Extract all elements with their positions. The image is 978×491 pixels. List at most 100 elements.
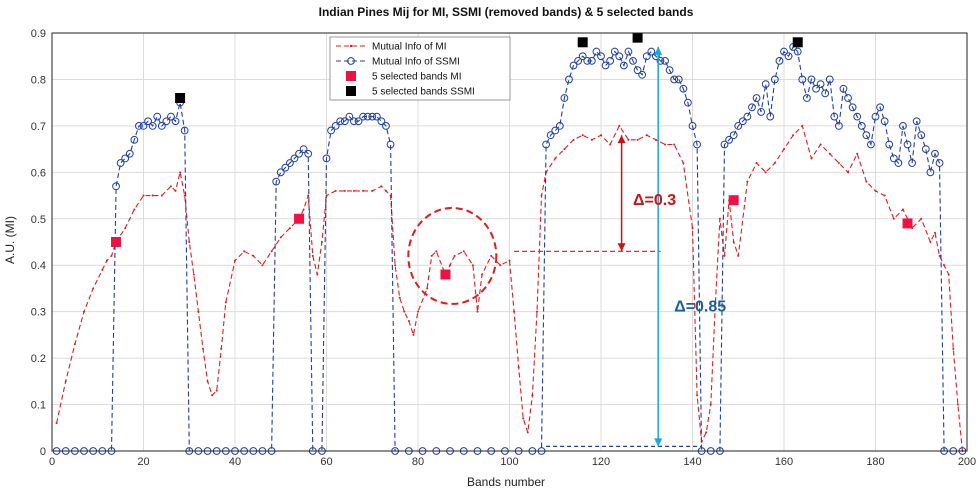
mi-point xyxy=(211,394,214,397)
ssmi-point xyxy=(921,145,930,154)
ssmi-point xyxy=(606,56,615,65)
mi-point xyxy=(234,259,236,262)
ssmi-point xyxy=(775,56,784,65)
x-axis-label: Bands number xyxy=(467,475,545,489)
mi-point xyxy=(522,417,525,420)
mi-point xyxy=(311,254,314,257)
ssmi-point xyxy=(912,117,921,126)
ssmi-point xyxy=(555,121,564,130)
chart-title: Indian Pines Mij for MI, SSMI (removed b… xyxy=(319,5,694,19)
mi-point xyxy=(201,347,204,350)
ssmi-point xyxy=(821,89,830,98)
mi-point xyxy=(261,264,264,267)
mi-point xyxy=(600,134,602,137)
mi-point xyxy=(449,264,452,267)
mi-point xyxy=(943,264,946,267)
mi-point xyxy=(526,431,529,434)
y-tick-label: 0.6 xyxy=(31,167,46,179)
x-tick-label: 0 xyxy=(49,456,55,468)
x-ticks: 0 20 40 60 80 100 120 140 160 180 200 xyxy=(49,456,976,468)
ssmi-point xyxy=(871,112,880,121)
mi-point xyxy=(755,162,758,165)
ssmi-point xyxy=(382,121,390,130)
mi-point xyxy=(938,254,941,257)
mi-point xyxy=(929,241,932,243)
mi-point xyxy=(810,157,813,160)
mi-point xyxy=(718,217,721,220)
mi-point xyxy=(188,241,191,243)
ssmi-point xyxy=(359,112,368,121)
delta-annotation: Δ=0.3 xyxy=(633,192,676,209)
x-tick-label: 140 xyxy=(683,456,701,468)
mi-point xyxy=(220,347,223,350)
mi-point xyxy=(334,189,337,192)
mi-point xyxy=(105,259,108,262)
series-mutual-info-of-mi-line xyxy=(56,124,963,452)
mi-point xyxy=(206,380,209,383)
ssmi-point xyxy=(162,117,171,126)
mi-point xyxy=(343,189,346,192)
mi-point xyxy=(403,310,406,313)
ssmi-point xyxy=(377,117,386,126)
ssmi-point xyxy=(295,149,303,158)
selected-band-marker xyxy=(294,213,305,224)
mi-point xyxy=(783,148,785,151)
ssmi-point xyxy=(587,56,596,65)
ssmi-point xyxy=(802,94,811,102)
ssmi-point xyxy=(551,126,560,135)
ssmi-point xyxy=(157,121,166,130)
x-tick-label: 180 xyxy=(866,456,884,468)
mi-point xyxy=(723,254,726,257)
ssmi-point xyxy=(770,75,779,84)
ssmi-point xyxy=(331,121,340,130)
ssmi-point xyxy=(583,56,592,65)
annotations-group: Δ=0.3 Δ=0.85 xyxy=(407,46,726,447)
ssmi-point xyxy=(679,84,688,93)
ssmi-point xyxy=(542,140,550,149)
x-tick-label: 60 xyxy=(320,456,332,468)
ssmi-point xyxy=(638,70,647,79)
ssmi-point xyxy=(363,112,372,121)
mi-point xyxy=(691,227,694,230)
mi-point xyxy=(837,162,840,165)
mi-point xyxy=(417,310,419,313)
mi-point xyxy=(874,189,877,192)
mi-point xyxy=(499,264,502,267)
ssmi-point xyxy=(610,47,619,56)
ssmi-point xyxy=(560,94,569,102)
ssmi-point xyxy=(752,94,761,102)
mi-point xyxy=(215,389,218,392)
ssmi-point xyxy=(180,126,189,135)
mi-point xyxy=(732,241,735,243)
ssmi-point xyxy=(688,121,697,130)
ssmi-point xyxy=(167,112,175,121)
ssmi-point xyxy=(734,121,743,130)
mi-point xyxy=(952,347,955,350)
ssmi-point xyxy=(592,47,601,56)
ssmi-point xyxy=(857,121,866,130)
mi-point xyxy=(435,250,438,253)
ssmi-point xyxy=(565,75,573,84)
y-tick-label: 0.9 xyxy=(31,28,46,40)
mi-point xyxy=(270,250,273,253)
mi-point xyxy=(865,180,868,183)
ssmi-point xyxy=(880,117,889,126)
mi-point xyxy=(956,403,959,406)
x-tick-label: 160 xyxy=(775,456,793,468)
selected-band-marker xyxy=(440,269,451,280)
ssmi-point xyxy=(903,140,912,149)
ssmi-point xyxy=(839,84,848,93)
mi-point xyxy=(352,189,355,192)
mi-point xyxy=(901,208,904,211)
ssmi-point xyxy=(665,66,674,75)
mi-point xyxy=(801,124,804,127)
mi-point xyxy=(682,162,685,165)
ssmi-point xyxy=(574,56,583,65)
mi-point xyxy=(471,264,474,267)
legend-entry-label: 5 selected bands SSMI xyxy=(372,87,475,98)
ssmi-point xyxy=(272,177,281,186)
mi-point xyxy=(490,254,493,257)
selected-band-marker xyxy=(792,37,803,48)
ssmi-point xyxy=(125,149,134,158)
ssmi-point xyxy=(624,47,633,56)
